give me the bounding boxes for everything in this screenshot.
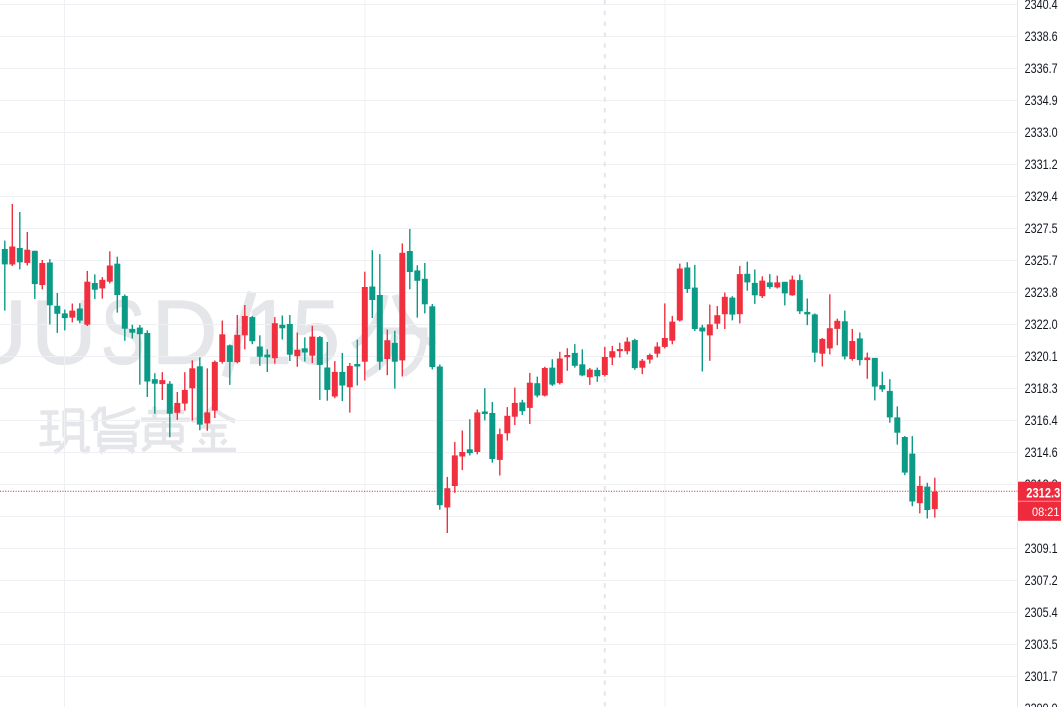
svg-text:2338.6: 2338.6 — [1025, 29, 1058, 44]
svg-text:15: 15 — [244, 283, 340, 384]
svg-text:2323.8: 2323.8 — [1025, 285, 1058, 300]
svg-text:2305.4: 2305.4 — [1025, 605, 1058, 620]
svg-text:2336.7: 2336.7 — [1025, 61, 1058, 76]
svg-text:2316.4: 2316.4 — [1025, 413, 1058, 428]
svg-text:2303.5: 2303.5 — [1025, 637, 1058, 652]
svg-text:2309.1: 2309.1 — [1025, 541, 1058, 556]
svg-text:08:21: 08:21 — [1032, 505, 1060, 519]
svg-text:2329.4: 2329.4 — [1025, 189, 1058, 204]
svg-text:U: U — [0, 283, 27, 384]
svg-text:2325.7: 2325.7 — [1025, 253, 1058, 268]
svg-text:D: D — [152, 283, 218, 384]
svg-text:2333.0: 2333.0 — [1025, 125, 1058, 140]
svg-text:2307.2: 2307.2 — [1025, 573, 1058, 588]
svg-text:2299.9: 2299.9 — [1025, 701, 1058, 707]
svg-text:2301.7: 2301.7 — [1025, 669, 1058, 684]
svg-text:2340.4: 2340.4 — [1025, 0, 1058, 12]
svg-text:2320.1: 2320.1 — [1025, 349, 1058, 364]
svg-text:2334.9: 2334.9 — [1025, 93, 1058, 108]
svg-text:2331.2: 2331.2 — [1025, 157, 1058, 172]
svg-text:2318.3: 2318.3 — [1025, 381, 1058, 396]
svg-text:2314.6: 2314.6 — [1025, 445, 1058, 460]
svg-text:2312.3: 2312.3 — [1026, 484, 1060, 500]
svg-text:2322.0: 2322.0 — [1025, 317, 1058, 332]
svg-text:2327.5: 2327.5 — [1025, 221, 1058, 236]
